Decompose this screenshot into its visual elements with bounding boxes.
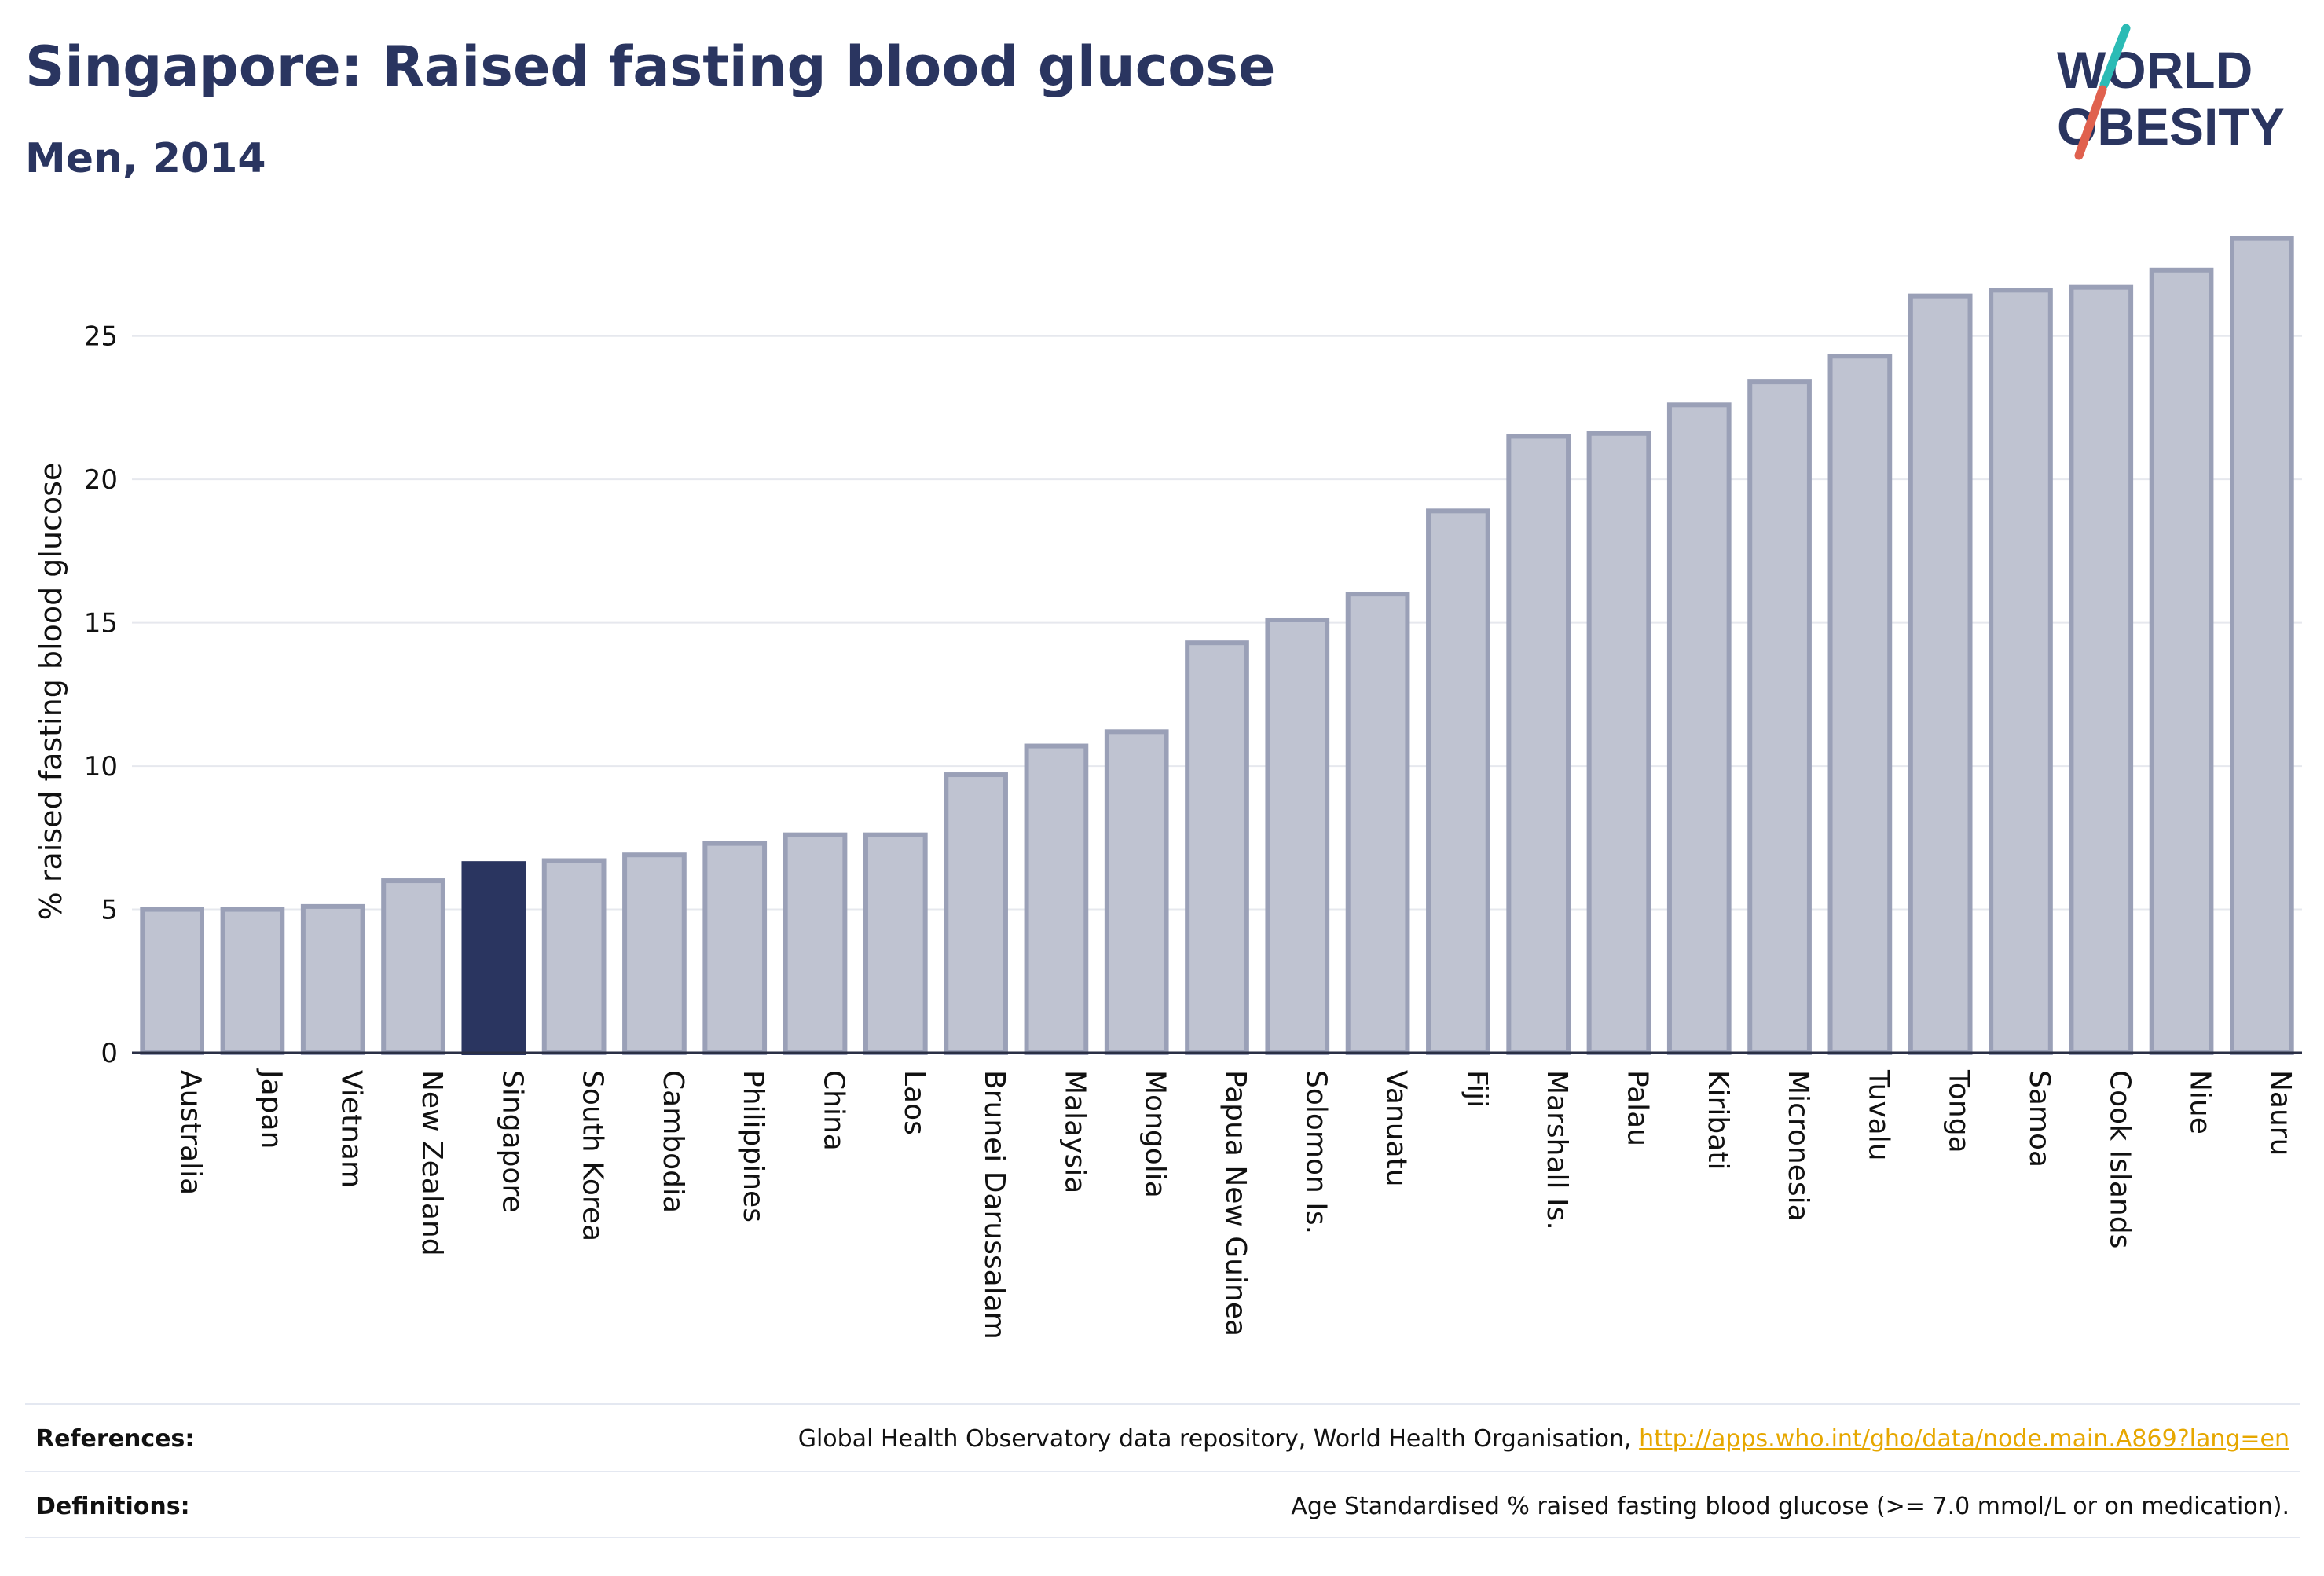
- x-tick-label: Mongolia: [1139, 1070, 1171, 1198]
- y-tick-label: 25: [84, 321, 118, 353]
- bar-tonga: [1908, 293, 1973, 1055]
- x-tick-label: Laos: [898, 1070, 930, 1135]
- bar-tuvalu: [1827, 354, 1893, 1055]
- bar-brunei-darussalam: [944, 772, 1008, 1055]
- bar-vanuatu: [1345, 592, 1410, 1055]
- y-tick-label: 0: [101, 1038, 118, 1069]
- x-tick-label: Vanuatu: [1380, 1070, 1413, 1187]
- bar-laos: [863, 832, 928, 1055]
- bar-niue: [2149, 267, 2214, 1055]
- x-tick-label: New Zealand: [416, 1070, 448, 1256]
- y-tick-label: 15: [84, 608, 118, 640]
- page-title: Singapore: Raised fasting blood glucose: [25, 35, 1276, 99]
- bar-palau: [1586, 431, 1651, 1055]
- bar-cambodia: [622, 852, 687, 1056]
- x-tick-label: Cook Islands: [2103, 1070, 2135, 1248]
- x-tick-label: Japan: [255, 1068, 287, 1149]
- bar-micronesia: [1747, 379, 1812, 1055]
- x-tick-label: Tonga: [1943, 1069, 1975, 1153]
- x-tick-label: Palau: [1621, 1070, 1653, 1146]
- x-tick-label: Marshall Is.: [1541, 1070, 1573, 1230]
- x-tick-label: Papua New Guinea: [1219, 1070, 1252, 1336]
- bar-south-korea: [541, 858, 607, 1056]
- bar-vietnam: [300, 903, 365, 1056]
- x-tick-label: Tuvalu: [1862, 1069, 1894, 1161]
- bar-japan: [220, 907, 285, 1055]
- definitions-label: Definitions:: [36, 1493, 190, 1520]
- x-tick-label: Singapore: [496, 1070, 528, 1213]
- bar-samoa: [1989, 288, 2053, 1056]
- bars-layer: [140, 236, 2294, 1056]
- x-tick-label: Samoa: [2023, 1070, 2055, 1167]
- bar-philippines: [702, 841, 768, 1055]
- x-tick-label: Micronesia: [1782, 1070, 1814, 1222]
- footer-top-rule: [25, 1403, 2300, 1405]
- world-obesity-logo: WORLD OBESITY: [2057, 24, 2285, 160]
- x-tick-label: Kiribati: [1702, 1070, 1734, 1170]
- references-value: Global Health Observatory data repositor…: [798, 1425, 2289, 1453]
- bar-singapore: [461, 861, 526, 1055]
- bar-chart: 0 5 10 15 20 25 % raised fasting blood glucose…: [34, 236, 2302, 1340]
- y-axis-label: % raised fasting blood glucose: [34, 463, 68, 921]
- x-tick-label: Malaysia: [1058, 1070, 1091, 1193]
- x-tick-label: China: [818, 1070, 850, 1151]
- references-link[interactable]: http://apps.who.int/gho/data/node.main.A…: [1639, 1425, 2289, 1453]
- bar-cook-islands: [2069, 284, 2134, 1055]
- references-text: Global Health Observatory data repositor…: [797, 1425, 1632, 1453]
- logo-slash-red: [2074, 85, 2107, 160]
- x-tick-label: Cambodia: [657, 1070, 689, 1213]
- x-tick-label: Solomon Is.: [1299, 1070, 1332, 1234]
- bar-marshall-is-: [1506, 434, 1571, 1055]
- bar-nauru: [2230, 236, 2294, 1055]
- y-tick-label: 20: [84, 464, 118, 496]
- references-row: References: Global Health Observatory da…: [25, 1408, 2300, 1471]
- bar-china: [783, 832, 848, 1055]
- x-tick-label: Australia: [174, 1070, 207, 1195]
- labels-layer: 0 5 10 15 20 25 % raised fasting blood glucose…: [34, 321, 2297, 1340]
- footer-mid-rule: [25, 1471, 2300, 1472]
- definitions-value: Age Standardised % raised fasting blood …: [1291, 1493, 2289, 1520]
- page-subtitle: Men, 2014: [25, 135, 266, 182]
- y-tick-label: 5: [101, 895, 118, 926]
- definitions-row: Definitions: Age Standardised % raised f…: [25, 1475, 2300, 1538]
- x-tick-label: Niue: [2184, 1070, 2216, 1134]
- x-tick-label: Philippines: [737, 1070, 769, 1222]
- bar-australia: [140, 907, 204, 1055]
- bar-kiribati: [1666, 402, 1732, 1055]
- bar-malaysia: [1024, 743, 1089, 1056]
- y-tick-label: 10: [84, 751, 118, 783]
- bar-papua-new-guinea: [1185, 640, 1249, 1055]
- x-tick-label: Fiji: [1461, 1070, 1493, 1108]
- x-tick-label: Brunei Darussalam: [978, 1070, 1010, 1340]
- bar-fiji: [1426, 508, 1490, 1055]
- logo-slash-teal: [2099, 24, 2131, 90]
- x-tick-label: Vietnam: [335, 1070, 368, 1188]
- footer-bottom-rule: [25, 1537, 2300, 1538]
- x-tick-label: South Korea: [577, 1070, 609, 1241]
- bar-new-zealand: [381, 878, 445, 1055]
- references-label: References:: [36, 1425, 195, 1453]
- bar-solomon-is-: [1265, 617, 1330, 1055]
- logo-line1: WORLD: [2057, 41, 2253, 99]
- x-tick-label: Nauru: [2264, 1070, 2297, 1156]
- bar-mongolia: [1104, 729, 1169, 1055]
